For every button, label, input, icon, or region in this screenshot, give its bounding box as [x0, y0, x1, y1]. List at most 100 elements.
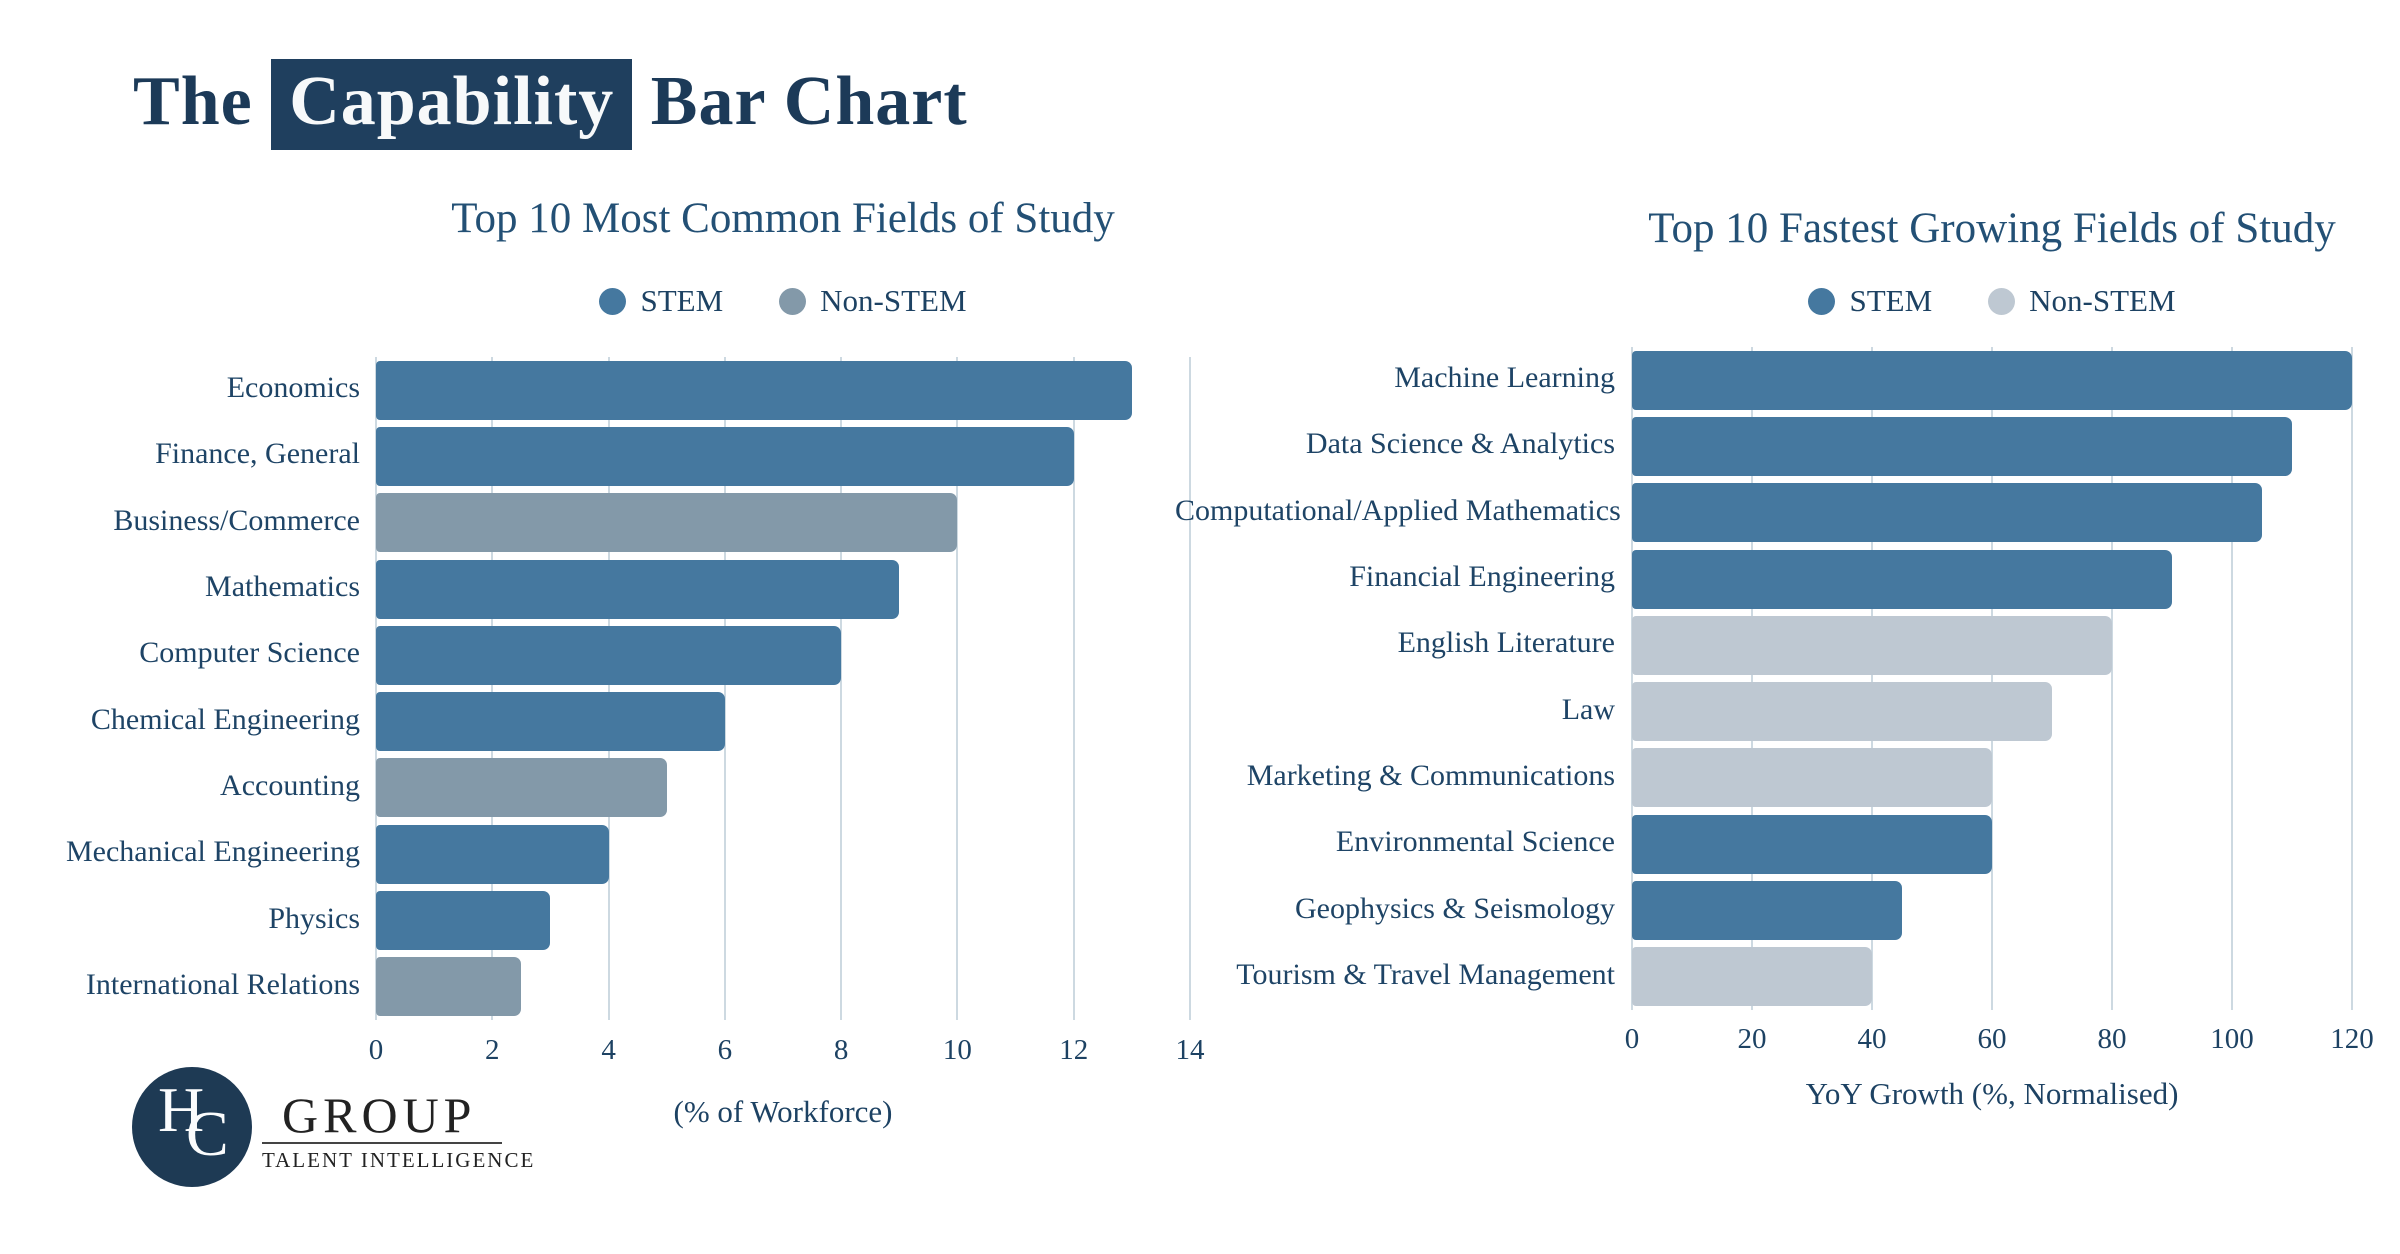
category-label: Data Science & Analytics [1305, 427, 1615, 461]
category-label: English Literature [1397, 626, 1615, 660]
gridline [1072, 357, 1075, 1020]
x-tick: 4 [601, 1034, 616, 1066]
x-tick: 10 [942, 1034, 972, 1066]
bar [1632, 881, 1902, 941]
x-tick: 12 [1059, 1034, 1089, 1066]
x-tick: 6 [717, 1034, 733, 1066]
legend-item: Non-STEM [1988, 283, 2176, 319]
gridline [1991, 347, 1993, 1010]
bar [376, 957, 522, 1017]
legend-label: STEM [1849, 283, 1933, 318]
gridline [956, 357, 959, 1020]
logo-divider [262, 1142, 502, 1144]
x-tick: 100 [2210, 1023, 2254, 1055]
bar [1632, 416, 2292, 476]
bar [1632, 549, 2172, 609]
legend-dot-icon [599, 287, 627, 315]
bar [376, 891, 551, 951]
bar [1632, 814, 1992, 874]
page-title: The Capability Bar Chart [133, 59, 968, 150]
bar [376, 360, 1132, 420]
legend-dot-icon [1808, 287, 1836, 315]
legend: STEM Non-STEM [1632, 283, 2352, 319]
gridline [1631, 347, 1633, 1010]
bar [1632, 483, 2262, 543]
bar [376, 559, 900, 619]
category-label: Law [1561, 692, 1615, 726]
category-label: Physics [268, 901, 360, 935]
x-tick: 80 [2097, 1023, 2127, 1055]
x-axis-label: (% of Workforce) [673, 1094, 893, 1129]
x-tick: 40 [1857, 1023, 1887, 1055]
bar [376, 692, 725, 752]
category-label: Accounting [220, 768, 360, 802]
bar [1632, 947, 1872, 1007]
legend-label: Non-STEM [2029, 283, 2176, 318]
chart-title: Top 10 Most Common Fields of Study [451, 195, 1115, 242]
category-label: Computer Science [139, 636, 360, 670]
legend-label: Non-STEM [820, 283, 967, 318]
bar [1632, 350, 2352, 410]
gridline [607, 357, 610, 1020]
category-label: Machine Learning [1394, 361, 1615, 395]
legend: STEM Non-STEM [376, 283, 1190, 319]
legend-item: STEM [1808, 283, 1932, 319]
category-label: Computational/Applied Mathematics [1175, 493, 1621, 527]
bar [1632, 682, 2052, 742]
category-label: Mechanical Engineering [65, 835, 360, 869]
x-tick: 120 [2330, 1023, 2374, 1055]
chart-title: Top 10 Fastest Growing Fields of Study [1648, 205, 2336, 252]
logo-tagline: TALENT INTELLIGENCE [262, 1148, 536, 1172]
page-title-prefix: The [133, 63, 272, 140]
x-tick: 0 [1624, 1023, 1640, 1055]
gridline [375, 357, 377, 1020]
category-label: Geophysics & Seismology [1295, 891, 1615, 925]
category-label: International Relations [85, 967, 360, 1001]
bar [376, 625, 842, 685]
x-axis-label: YoY Growth (%, Normalised) [1805, 1076, 2179, 1111]
category-label: Mathematics [205, 570, 360, 604]
legend-dot-icon [779, 287, 807, 315]
logo-monogram-c: C [186, 1098, 229, 1169]
gridline [840, 357, 843, 1020]
category-label: Economics [226, 371, 360, 405]
legend-item: Non-STEM [779, 283, 967, 319]
bar [1632, 615, 2112, 675]
category-label: Financial Engineering [1349, 560, 1615, 594]
category-label: Marketing & Communications [1246, 758, 1615, 792]
category-label: Finance, General [155, 437, 360, 471]
plot-area: 0 20 40 60 80 100 120 Machine Learning Data Scie… [1175, 347, 2374, 1055]
bar [376, 426, 1074, 486]
x-tick: 0 [368, 1034, 384, 1066]
category-label: Environmental Science [1335, 825, 1615, 859]
logo-mark [132, 1067, 252, 1187]
gridline [491, 357, 494, 1020]
category-label: Business/Commerce [113, 503, 360, 537]
bar [1632, 748, 1992, 808]
bar [376, 493, 958, 553]
gridline [1871, 347, 1873, 1010]
page-title-highlight: Capability [271, 59, 633, 150]
logo-name: GROUP [282, 1087, 477, 1143]
x-tick: 60 [1977, 1023, 2007, 1055]
bar [376, 758, 667, 818]
gridline [1751, 347, 1753, 1010]
gridline [2111, 347, 2113, 1010]
legend-dot-icon [1988, 287, 2016, 315]
x-tick: 2 [485, 1034, 500, 1066]
plot-area: 0 2 4 6 8 10 12 14 Economics Finance, General Busi… [66, 357, 1205, 1066]
category-label: Chemical Engineering [90, 702, 360, 736]
gridline [2231, 347, 2233, 1010]
x-tick: 8 [833, 1034, 849, 1066]
page-title-suffix: Bar Chart [632, 63, 968, 140]
x-tick: 14 [1175, 1034, 1205, 1066]
bar [376, 824, 609, 884]
category-label: Tourism & Travel Management [1236, 957, 1615, 991]
gridline [723, 357, 726, 1020]
legend-item: STEM [599, 283, 723, 319]
gridline [2351, 347, 2353, 1010]
gridline [1189, 357, 1191, 1020]
